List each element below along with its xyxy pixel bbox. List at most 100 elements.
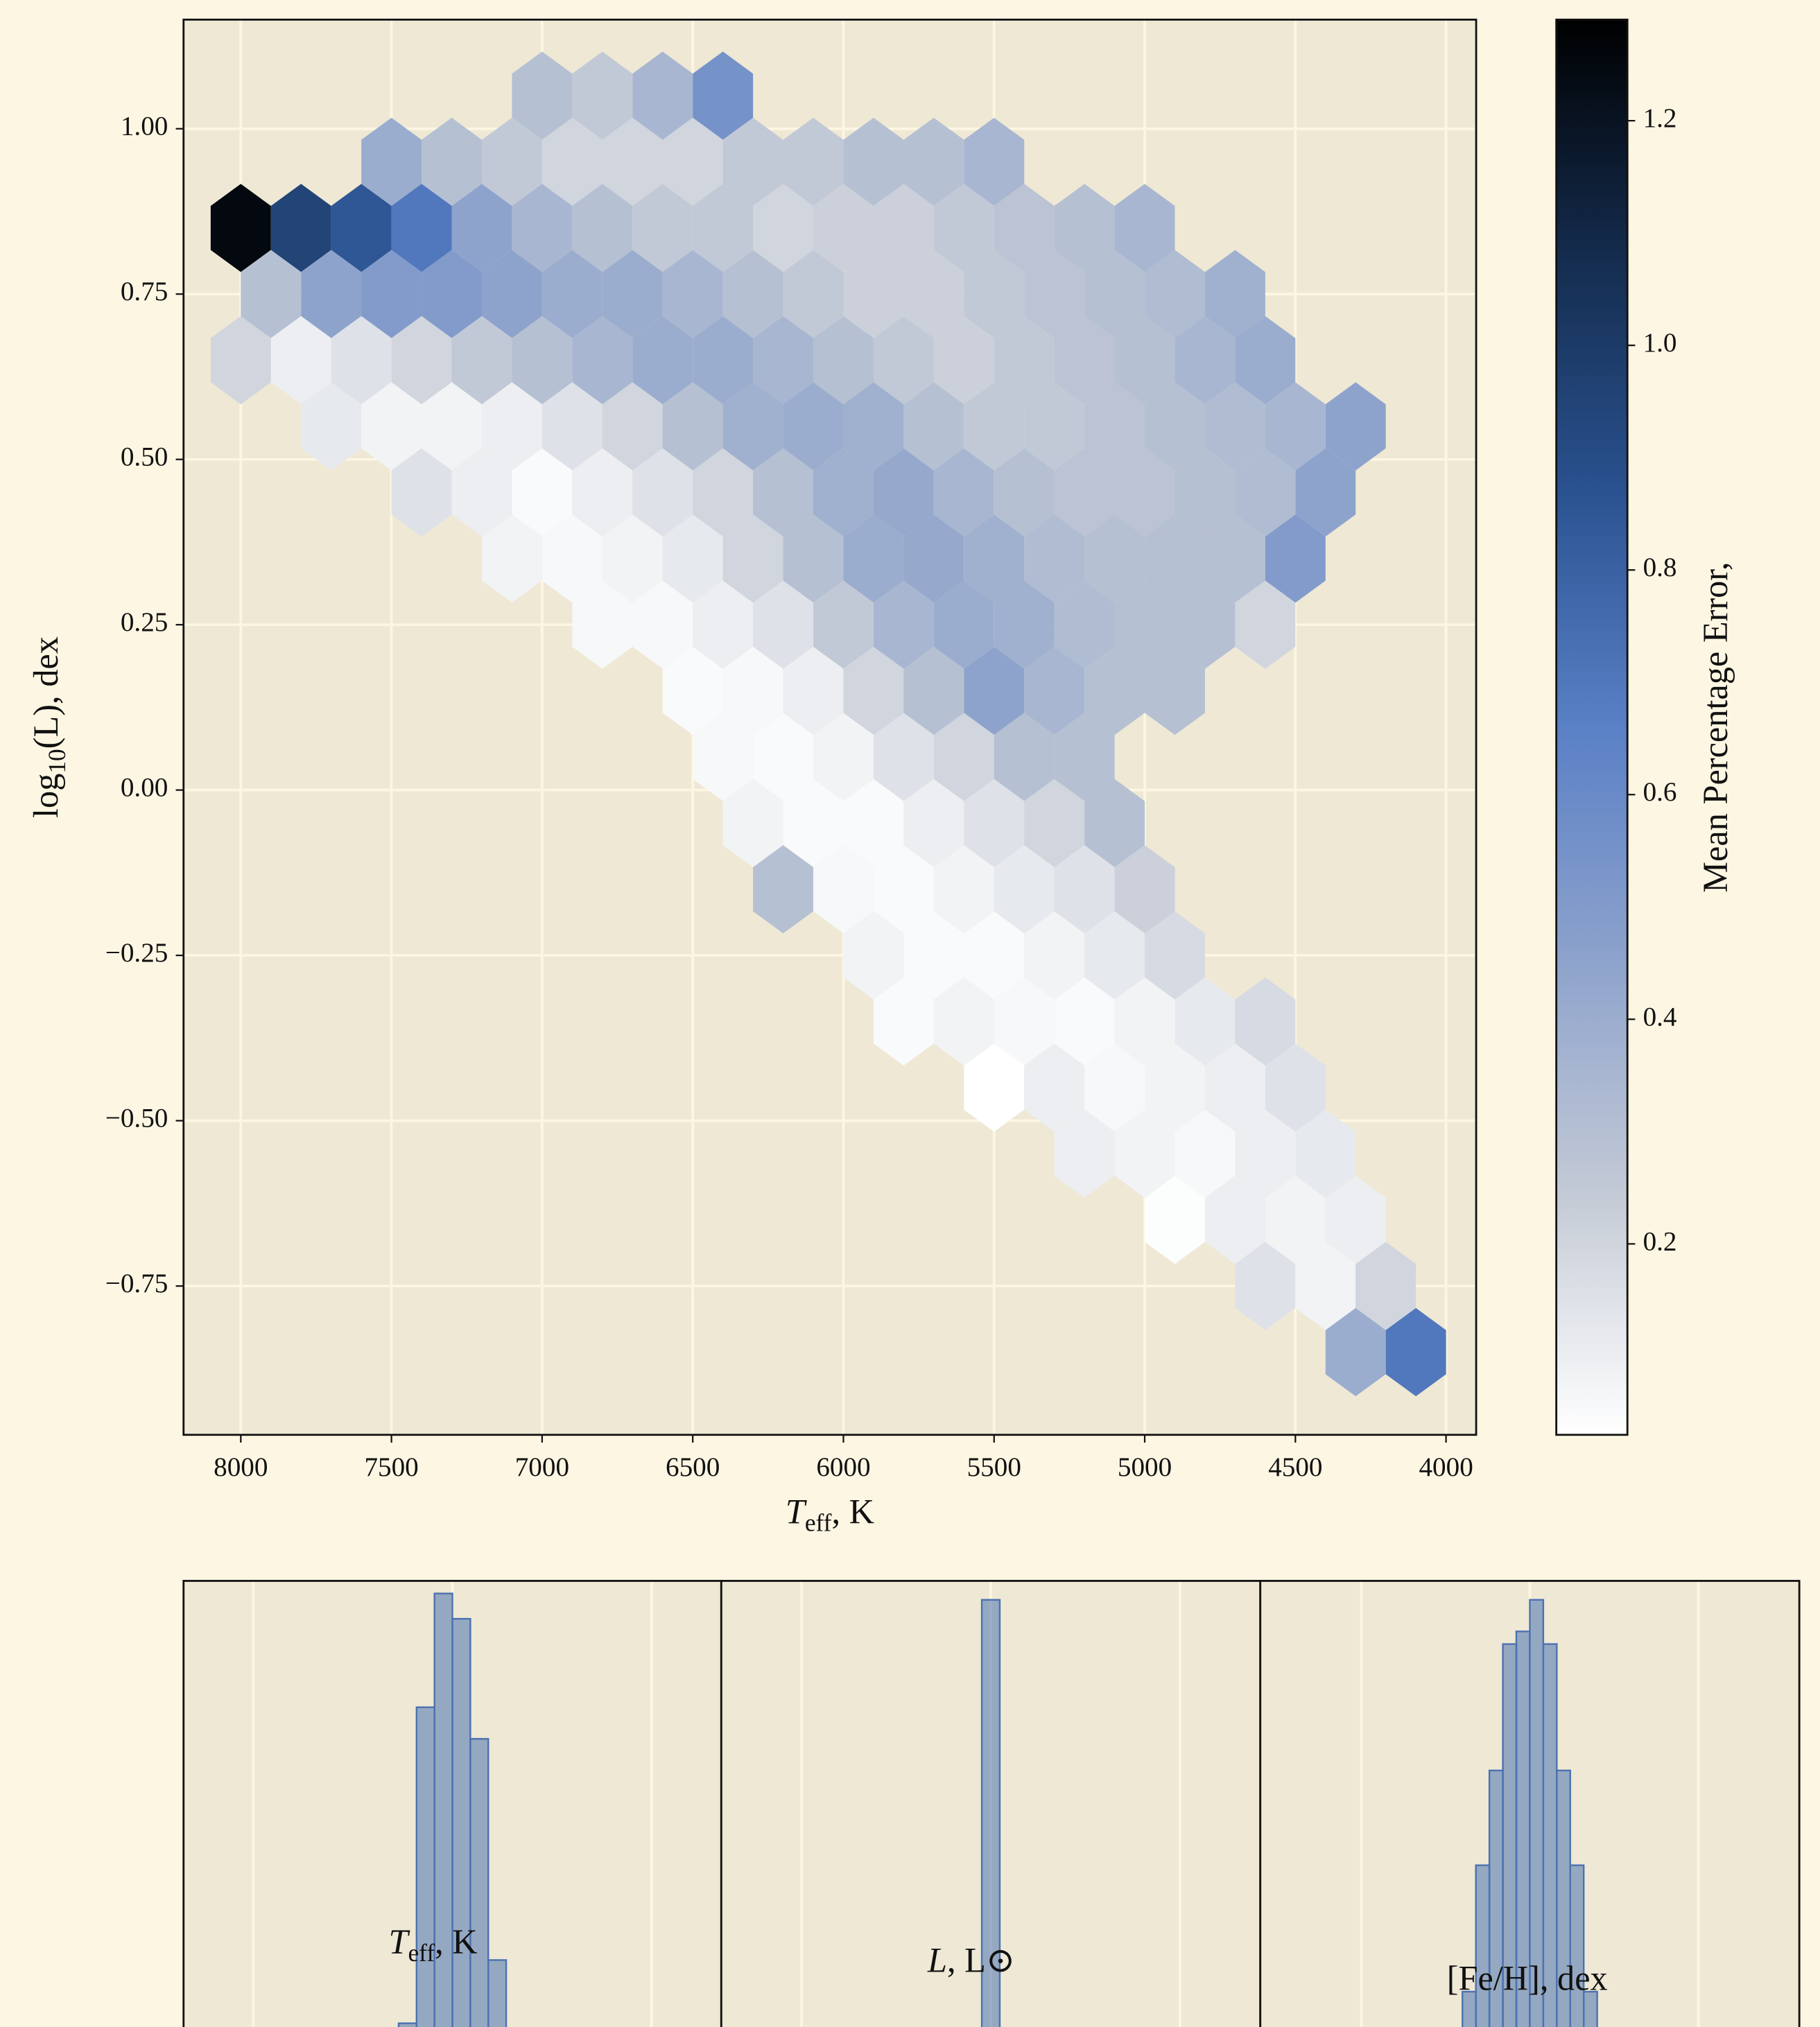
hexbin-cell: [964, 778, 1025, 867]
bar: [1582, 1990, 1598, 2027]
hexbin-cell: [1024, 382, 1085, 471]
hexbin-cell: [753, 845, 814, 934]
hexbin-cell: [1024, 250, 1085, 338]
hexbin-cell: [843, 250, 904, 338]
hexbin-cell: [722, 117, 783, 207]
label-sub: 10: [43, 749, 71, 773]
hexbin-cell: [1024, 514, 1085, 603]
hexbin-cell: [1145, 911, 1205, 1000]
hexbin-cell: [994, 580, 1055, 669]
hexbin-cell: [1235, 580, 1296, 669]
hexbin-cell: [753, 316, 814, 405]
hexbin-cell: [1145, 1176, 1205, 1264]
hexbin-cell: [632, 51, 693, 140]
hexbin-cell: [964, 911, 1025, 1000]
hexbin-cell: [422, 382, 482, 471]
hexbin-cell: [391, 448, 452, 537]
hexbin-cell: [1024, 778, 1085, 867]
hexbin-cell: [270, 184, 331, 272]
hexbin-cell: [1175, 1109, 1236, 1198]
hexbin-cell: [1235, 448, 1296, 537]
hexbin-cell: [632, 448, 693, 537]
hexbin-cell: [1175, 580, 1236, 669]
hexbin-cell: [1204, 514, 1265, 603]
hexbin-cell: [693, 316, 754, 405]
hexbin-cell: [843, 117, 904, 207]
hexbin-cell: [662, 117, 723, 207]
label-base: [Fe/H]: [1447, 1958, 1540, 1997]
hexbin-cell: [753, 184, 814, 272]
hexbin-cell: [602, 117, 663, 207]
hexbin-cell: [662, 646, 723, 736]
hexbin-cell: [994, 316, 1055, 405]
x-tick-label: 7000: [515, 1452, 569, 1482]
hexbin-cell: [1084, 778, 1145, 867]
hexbin-cell: [331, 184, 392, 272]
x-tick-label: 6500: [666, 1452, 720, 1482]
label-rest: , dex: [1540, 1958, 1608, 1997]
bar: [469, 1738, 489, 2027]
hexbin-cell: [1084, 382, 1145, 471]
hexbin-cell: [662, 382, 723, 471]
x-tick-label: 5500: [967, 1452, 1021, 1482]
hexbin-cell: [632, 184, 693, 272]
hexbin-cell: [1054, 977, 1115, 1066]
hexbin-cell: [481, 117, 542, 207]
hexbin-cell: [541, 117, 603, 207]
x-tick-label: 7500: [364, 1452, 418, 1482]
label-rest: , K: [435, 1922, 478, 1961]
hexbin-cell: [602, 514, 663, 603]
hexbin-cell: [1145, 514, 1205, 603]
hexbin-cell: [813, 316, 874, 405]
hexbin-cell: [753, 713, 814, 801]
hexbin-cell: [903, 646, 964, 736]
hexbin-cell: [994, 184, 1055, 272]
hexbin-cell: [1145, 646, 1205, 736]
hexbin-cell: [572, 580, 633, 669]
hexbin-cell: [873, 184, 934, 272]
hexbin-cell: [994, 448, 1055, 537]
bar: [1569, 1864, 1585, 2027]
hexbin-cell: [1355, 1242, 1416, 1330]
label-base: L: [927, 1940, 947, 1979]
hexbin-cell: [512, 184, 573, 272]
x-tick-label: 8000: [214, 1452, 268, 1482]
hexbin-cell: [1265, 382, 1326, 471]
hexbin-cell: [270, 316, 331, 405]
colorbar-tick-label: 1.2: [1643, 103, 1677, 133]
hexbin-cell: [632, 580, 693, 669]
hexbin-cell: [512, 316, 573, 405]
hexbin-cell: [843, 646, 904, 736]
bars: [397, 1592, 508, 2027]
hexbin-cell: [572, 316, 633, 405]
hexbin-cell: [1054, 580, 1115, 669]
hexbin-cell: [481, 250, 542, 338]
colorbar-tick-label: 0.6: [1643, 777, 1677, 807]
y-tick-label: 1.00: [121, 112, 168, 141]
hexbin-cell: [964, 382, 1025, 471]
hexbin-cell: [964, 1043, 1025, 1132]
bars: [1462, 1599, 1598, 2027]
hexbin-cell: [994, 845, 1055, 934]
plot-frame: [1259, 1580, 1801, 2027]
hexbin-cell: [873, 580, 934, 669]
hexbin-cell: [873, 316, 934, 405]
bar: [1462, 1990, 1477, 2027]
hexbin-cell: [1175, 977, 1236, 1066]
bar: [397, 2022, 418, 2027]
hexbin-cell: [391, 184, 452, 272]
hexbin-cell: [693, 580, 754, 669]
hexbin-cell: [602, 250, 663, 338]
hexbin-cell: [903, 250, 964, 338]
hexbin-cell: [843, 382, 904, 471]
hexbin-cell: [693, 184, 754, 272]
plot-frame: [182, 18, 1477, 1436]
hexbin-cell: [903, 778, 964, 867]
hexbin-cell: [693, 51, 754, 140]
hexbin-cell: [210, 184, 271, 272]
hexbin-cell: [1114, 316, 1175, 405]
colorbar-label: Mean Percentage Error,: [1696, 562, 1735, 892]
hexbin-cell: [1024, 646, 1085, 736]
hexbin-cell: [210, 316, 271, 405]
hexbin-cell: [1325, 382, 1386, 471]
